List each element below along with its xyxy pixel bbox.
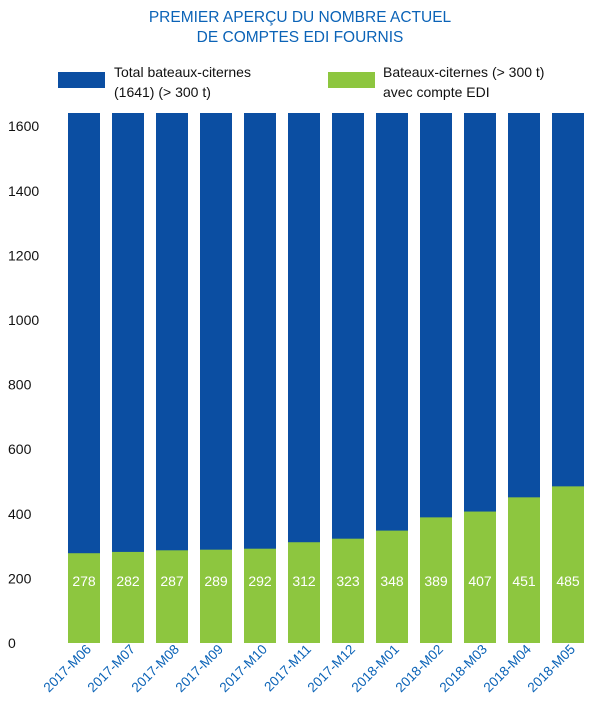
bar-edi-2017-M06 <box>68 553 100 643</box>
legend-label-edi-line-1: Bateaux-citernes (> 300 t) <box>383 64 545 80</box>
legend-label-total-line-1: Total bateaux-citernes <box>114 64 251 80</box>
bar-edi-2018-M04 <box>508 497 540 643</box>
bar-edi-2018-M02 <box>420 517 452 643</box>
bar-edi-2017-M10 <box>244 548 276 643</box>
bar-edi-2017-M07 <box>112 551 144 643</box>
bar-edi-value-label-2018-M04: 451 <box>512 573 536 589</box>
y-tick-label-1000: 1000 <box>8 312 39 328</box>
bar-edi-value-label-2018-M03: 407 <box>468 573 492 589</box>
legend-label-edi-line-2: avec compte EDI <box>383 84 490 100</box>
bar-edi-value-label-2017-M08: 287 <box>160 573 184 589</box>
bar-edi-2017-M08 <box>156 550 188 643</box>
y-tick-label-1400: 1400 <box>8 183 39 199</box>
x-tick-label-2018-M05: 2018-M05 <box>525 642 579 696</box>
y-tick-label-200: 200 <box>8 570 32 586</box>
bar-edi-value-label-2017-M10: 292 <box>248 573 272 589</box>
bar-edi-value-label-2017-M06: 278 <box>72 573 96 589</box>
bar-edi-2017-M12 <box>332 538 364 643</box>
legend-label-edi: Bateaux-citernes (> 300 t) avec compte E… <box>383 62 544 102</box>
bar-edi-value-label-2018-M05: 485 <box>556 573 580 589</box>
bar-edi-2018-M05 <box>552 486 584 643</box>
chart-title-line-1: PREMIER APERÇU DU NOMBRE ACTUEL <box>148 9 452 26</box>
bar-edi-value-label-2017-M07: 282 <box>116 573 140 589</box>
legend-swatch-edi <box>328 72 375 88</box>
bar-edi-2018-M01 <box>376 530 408 643</box>
legend-label-total: Total bateaux-citernes (1641) (> 300 t) <box>114 62 251 102</box>
y-tick-label-1600: 1600 <box>8 118 39 134</box>
bar-edi-2018-M03 <box>464 511 496 643</box>
chart-title-line-2: DE COMPTES EDI FOURNIS <box>196 29 404 46</box>
bar-edi-value-label-2018-M01: 348 <box>380 573 404 589</box>
y-tick-label-600: 600 <box>8 441 32 457</box>
bar-edi-value-label-2017-M12: 323 <box>336 573 360 589</box>
legend-swatch-total <box>58 72 105 88</box>
y-tick-label-0: 0 <box>8 635 16 651</box>
bar-edi-value-label-2017-M11: 312 <box>292 573 316 589</box>
legend-label-total-line-2: (1641) (> 300 t) <box>114 84 211 100</box>
y-tick-label-400: 400 <box>8 506 32 522</box>
bar-edi-value-label-2018-M02: 389 <box>424 573 448 589</box>
bar-edi-2017-M11 <box>288 542 320 643</box>
bar-edi-2017-M09 <box>200 549 232 643</box>
bar-edi-value-label-2017-M09: 289 <box>204 573 228 589</box>
y-tick-label-1200: 1200 <box>8 247 39 263</box>
y-tick-label-800: 800 <box>8 377 32 393</box>
x-tick-label-2017-M10: 2017-M10 <box>217 642 271 696</box>
